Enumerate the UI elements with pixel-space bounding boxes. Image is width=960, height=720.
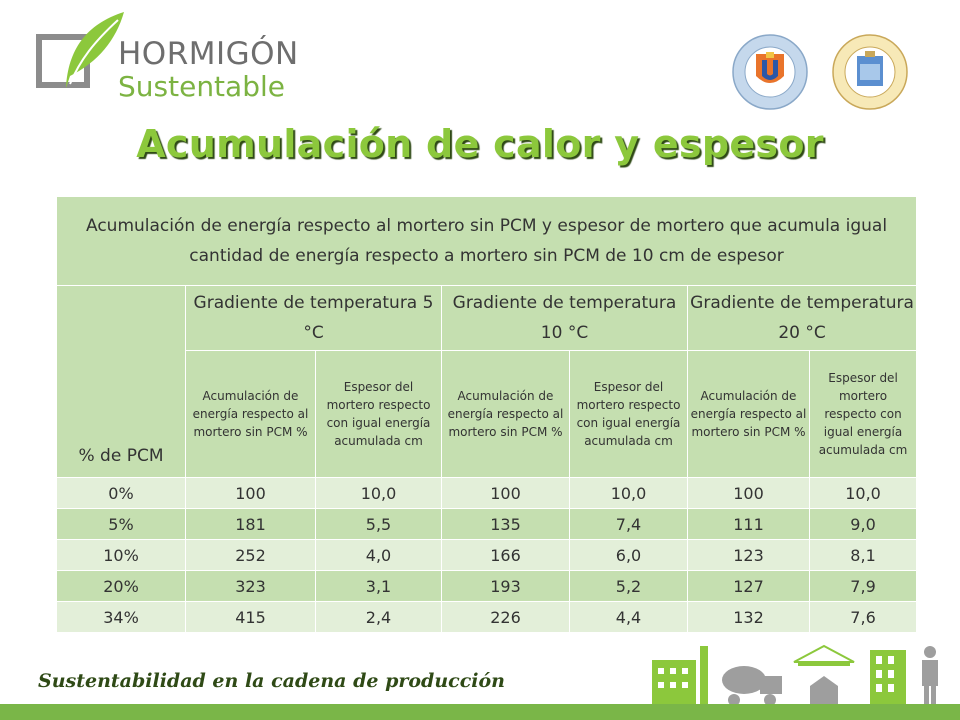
table-cell: 10,0 — [569, 477, 688, 509]
hormigon-sustentable-logo: HORMIGÓN Sustentable — [36, 10, 306, 105]
table-row: 10% 252 4,0 166 6,0 123 8,1 — [56, 539, 918, 571]
table-row: 34% 415 2,4 226 4,4 132 7,6 — [56, 601, 918, 633]
table-cell: 34% — [56, 601, 186, 633]
table-cell: 5,5 — [315, 508, 442, 540]
table-cell: 5% — [56, 508, 186, 540]
sub-header-accumulation-10c: Acumulación de energía respecto al morte… — [441, 350, 570, 478]
table-cell: 135 — [441, 508, 570, 540]
table-cell: 5,2 — [569, 570, 688, 602]
table-row: 20% 323 3,1 193 5,2 127 7,9 — [56, 570, 918, 602]
table-cell: 226 — [441, 601, 570, 633]
footer-bar — [0, 704, 960, 720]
person-icon — [922, 646, 938, 706]
gradient-header-10c: Gradiente de temperatura 10 °C — [441, 285, 688, 351]
table-cell: 3,1 — [315, 570, 442, 602]
table-cell: 166 — [441, 539, 570, 571]
pcm-row-header: % de PCM — [56, 285, 186, 478]
table-cell: 2,4 — [315, 601, 442, 633]
gradient-header-20c: Gradiente de temperatura 20 °C — [686, 285, 918, 351]
table-cell: 8,1 — [808, 539, 918, 571]
table-cell: 193 — [441, 570, 570, 602]
sub-header-thickness-20c: Espesor del mortero respecto con igual e… — [808, 350, 918, 478]
table-cell: 7,6 — [808, 601, 918, 633]
crane-house-icon — [793, 644, 855, 706]
universidad-catolica-seal-icon — [732, 34, 808, 110]
table-cell: 4,0 — [315, 539, 442, 571]
table-cell: 10,0 — [315, 477, 442, 509]
table-cell: 20% — [56, 570, 186, 602]
sub-header-thickness-5c: Espesor del mortero respecto con igual e… — [315, 350, 442, 478]
table-cell: 100 — [441, 477, 570, 509]
pcm-data-table: Acumulación de energía respecto al morte… — [55, 196, 918, 633]
building-icon — [870, 650, 906, 706]
footer-tagline: Sustentabilidad en la cadena de producci… — [38, 670, 505, 692]
table-cell: 7,9 — [808, 570, 918, 602]
universidad-politecnica-seal-icon — [832, 34, 908, 110]
gradient-header-5c: Gradiente de temperatura 5 °C — [185, 285, 442, 351]
table-cell: 10% — [56, 539, 186, 571]
logo-text-hormigon: HORMIGÓN — [118, 36, 299, 72]
table-cell: 10,0 — [808, 477, 918, 509]
table-cell: 100 — [687, 477, 810, 509]
leaf-icon — [66, 12, 124, 88]
logo-text-sustentable: Sustentable — [118, 70, 285, 103]
factory-icon — [652, 646, 708, 706]
sub-header-accumulation-20c: Acumulación de energía respecto al morte… — [687, 350, 810, 478]
table-cell: 323 — [185, 570, 316, 602]
table-cell: 127 — [687, 570, 810, 602]
page-title: Acumulación de calor y espesor — [136, 122, 824, 166]
table-caption: Acumulación de energía respecto al morte… — [55, 196, 918, 286]
concrete-mixer-icon — [722, 666, 782, 706]
table-cell: 100 — [185, 477, 316, 509]
table-cell: 4,4 — [569, 601, 688, 633]
table-cell: 181 — [185, 508, 316, 540]
table-cell: 6,0 — [569, 539, 688, 571]
table-cell: 132 — [687, 601, 810, 633]
table-cell: 111 — [687, 508, 810, 540]
table-row: 0% 100 10,0 100 10,0 100 10,0 — [56, 477, 918, 509]
table-row: 5% 181 5,5 135 7,4 111 9,0 — [56, 508, 918, 540]
table-cell: 0% — [56, 477, 186, 509]
table-cell: 9,0 — [808, 508, 918, 540]
table-cell: 415 — [185, 601, 316, 633]
table-cell: 123 — [687, 539, 810, 571]
table-cell: 7,4 — [569, 508, 688, 540]
construction-process-icons — [652, 644, 938, 706]
sub-header-thickness-10c: Espesor del mortero respecto con igual e… — [569, 350, 688, 478]
sub-header-accumulation-5c: Acumulación de energía respecto al morte… — [185, 350, 316, 478]
table-cell: 252 — [185, 539, 316, 571]
